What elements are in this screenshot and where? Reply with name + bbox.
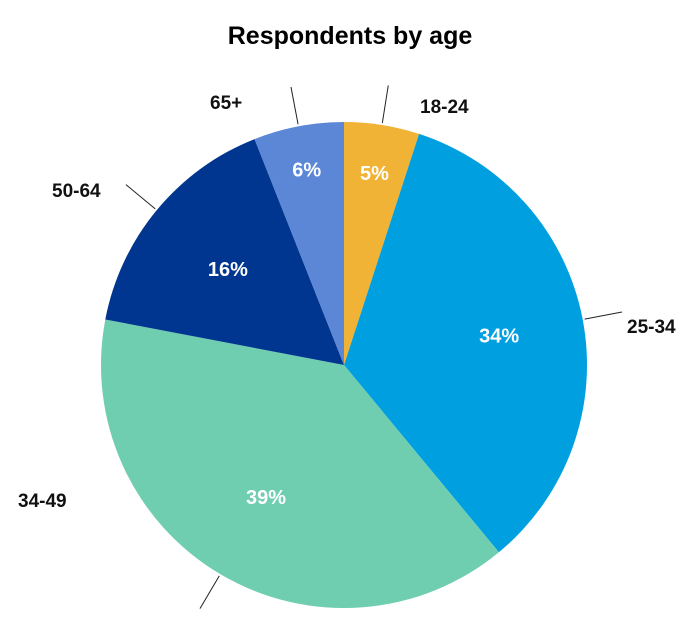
- slice-category-label: 18-24: [420, 97, 469, 118]
- slice-value-label: 39%: [246, 487, 286, 509]
- leader-line: [381, 85, 389, 124]
- slice-category-label: 65+: [210, 93, 242, 114]
- pie-slice-50-64: [105, 139, 344, 365]
- leader-line: [290, 86, 299, 125]
- leader-line: [125, 184, 156, 210]
- slice-value-label: 6%: [292, 159, 321, 181]
- pie-slice-25-34: [344, 133, 587, 553]
- slice-category-label: 34-49: [18, 491, 67, 512]
- leader-line: [199, 575, 220, 609]
- slice-value-label: 5%: [360, 163, 389, 185]
- slice-value-label: 16%: [208, 259, 248, 281]
- slice-category-label: 50-64: [52, 181, 101, 202]
- pie-slice-18-24: [344, 122, 420, 365]
- leader-line: [584, 311, 623, 320]
- pie-slice-34-49: [101, 319, 499, 608]
- slice-value-label: 34%: [479, 325, 519, 347]
- slice-category-label: 25-34: [627, 317, 676, 338]
- chart-title: Respondents by age: [227, 22, 473, 50]
- pie-slice-65+: [254, 122, 344, 365]
